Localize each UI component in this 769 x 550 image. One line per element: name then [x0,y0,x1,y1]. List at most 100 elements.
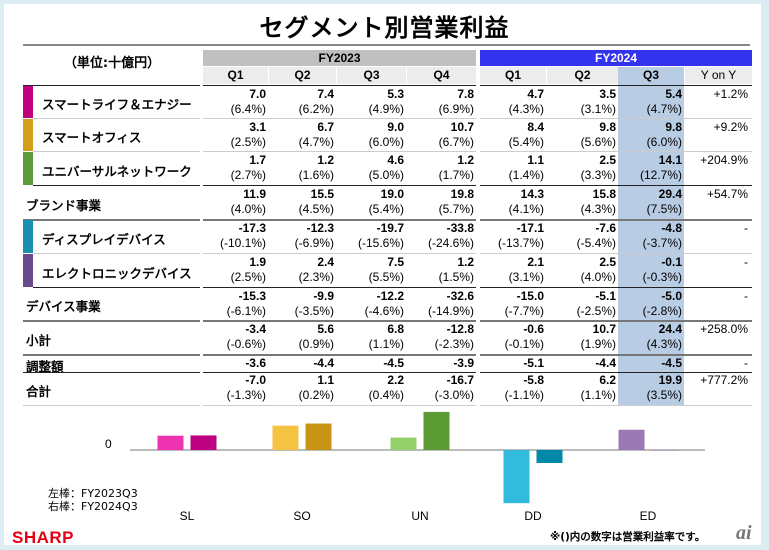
operating-profit-value: -4.4 [595,356,616,370]
cell-fy2023-q4: 1.2 (1.5%) [412,255,474,285]
operating-profit-value: 15.8 [592,187,616,201]
operating-profit-value: -3.4 [245,322,266,336]
row-divider [480,372,752,373]
header-fy2024-q2: Q2 [547,67,618,84]
y-axis-zero-label: 0 [105,437,112,451]
header-fy2024: FY2024 [480,50,752,66]
cell-fy2024-q2: -5.1 (-2.5%) [554,289,616,319]
operating-margin-value: (1.9%) [580,337,616,351]
cell-fy2024-q3: 29.4 (7.5%) [620,187,682,217]
operating-margin-value: (-3.7%) [642,236,682,250]
operating-margin-value: (5.0%) [368,168,404,182]
operating-profit-value: 14.1 [658,153,682,167]
operating-profit-value: 2.4 [317,255,334,269]
segment-color-bar [23,254,33,287]
cell-fy2023-q2: 2.4 (2.3%) [272,255,334,285]
operating-margin-value: (-5.4%) [576,236,616,250]
header-yoy: Y on Y [685,67,752,84]
operating-profit-value: 4.7 [527,87,544,101]
row-divider [203,320,476,322]
cell-yoy: +54.7% [706,187,748,201]
operating-margin-value: (-1.3%) [226,388,266,402]
operating-margin-value: (6.9%) [438,102,474,116]
cell-fy2023-q3: 6.8 (1.1%) [342,322,404,352]
header-fy2023-q1: Q1 [203,67,268,84]
operating-profit-value: -7.6 [595,221,616,235]
row-divider [480,151,752,152]
table-row: デバイス事業 -15.3 (-6.1%) -9.9 (-3.5%) -12.2 (-4.6%… [0,288,769,320]
page-title: セグメント別営業利益 [259,14,510,42]
cell-yoy: +258.0% [700,322,748,336]
operating-profit-value: 2.2 [387,373,404,387]
operating-margin-value: (2.3%) [298,270,334,284]
operating-profit-value: 7.5 [387,255,404,269]
operating-profit-value: 2.5 [599,255,616,269]
cell-fy2024-q1: 14.3 (4.1%) [482,187,544,217]
header-fy2023-q4: Q4 [407,67,476,84]
operating-profit-value: 1.2 [317,153,334,167]
cell-fy2023-q2: 7.4 (6.2%) [272,87,334,117]
cell-fy2023-q3: 19.0 (5.4%) [342,187,404,217]
operating-margin-value: (-6.1%) [226,304,266,318]
row-label: デバイス事業 [26,299,101,314]
cell-fy2024-q1: 8.4 (5.4%) [482,120,544,150]
operating-profit-value: 9.8 [665,120,682,134]
operating-margin-value: (5.4%) [368,202,404,216]
cell-fy2023-q2: 15.5 (4.5%) [272,187,334,217]
operating-margin-value: (3.5%) [646,388,682,402]
row-divider [33,185,200,186]
operating-margin-value: (4.5%) [298,202,334,216]
row-divider [23,219,200,221]
operating-profit-value: 1.2 [457,153,474,167]
header-divider [23,85,200,86]
row-divider [203,118,476,119]
operating-profit-value: 29.4 [658,187,682,201]
cell-yoy: +204.9% [700,153,748,167]
segment-color-bar [23,86,33,118]
operating-profit-value: -9.9 [313,289,334,303]
operating-profit-value: 5.4 [665,87,682,101]
table-row: ユニバーサルネットワーク 1.7 (2.7%) 1.2 (1.6%) 4.6 (5.0%) 1… [0,152,769,185]
operating-margin-value: (-2.3%) [434,337,474,351]
category-label-dd: DD [524,509,542,523]
row-divider [480,405,752,406]
operating-margin-value: (6.0%) [368,135,404,149]
cell-fy2024-q2: 10.7 (1.9%) [554,322,616,352]
header-divider [203,85,476,86]
cell-fy2023-q1: -17.3 (-10.1%) [204,221,266,251]
cell-fy2024-q3: -4.5 [620,356,682,371]
cell-yoy: - [744,221,748,235]
cell-fy2023-q3: 7.5 (5.5%) [342,255,404,285]
row-divider [480,354,752,356]
category-label-ed: ED [639,509,657,523]
cell-fy2024-q2: 2.5 (3.3%) [554,153,616,183]
cell-fy2023-q4: 10.7 (6.7%) [412,120,474,150]
operating-profit-value: 6.2 [599,373,616,387]
table-row: 小計 -3.4 (-0.6%) 5.6 (0.9%) 6.8 (1.1%) -12.8 (-2.… [0,321,769,354]
legend-left-bar: 左棒：FY2023Q3 [48,487,138,500]
cell-fy2024-q1: -15.0 (-7.7%) [482,289,544,319]
table-row: エレクトロニックデバイス 1.9 (2.5%) 2.4 (2.3%) 7.5 (5.5%) 1… [0,254,769,287]
operating-profit-value: -32.6 [446,289,474,303]
cell-yoy: +777.2% [700,373,748,387]
operating-profit-value: 2.5 [599,153,616,167]
operating-margin-value: (-3.5%) [294,304,334,318]
cell-fy2023-q4: -32.6 (-14.9%) [412,289,474,319]
legend-right-bar: 右棒：FY2024Q3 [48,500,138,513]
operating-margin-value: (4.7%) [646,102,682,116]
cell-yoy: - [744,289,748,303]
cell-fy2023-q3: -12.2 (-4.6%) [342,289,404,319]
cell-fy2023-q4: 7.8 (6.9%) [412,87,474,117]
operating-margin-value: (-3.0%) [434,388,474,402]
operating-profit-value: -3.9 [453,356,474,370]
cell-fy2023-q1: 1.9 (2.5%) [204,255,266,285]
operating-profit-value: 7.0 [249,87,266,101]
cell-yoy: - [744,356,748,370]
cell-yoy: +1.2% [713,87,748,101]
operating-margin-value: (5.5%) [368,270,404,284]
cell-fy2024-q1: -5.8 (-1.1%) [482,373,544,403]
header-fy2023-q3: Q3 [337,67,406,84]
row-divider [203,372,476,373]
category-label-sl: SL [179,509,195,523]
category-label-un: UN [411,509,429,523]
